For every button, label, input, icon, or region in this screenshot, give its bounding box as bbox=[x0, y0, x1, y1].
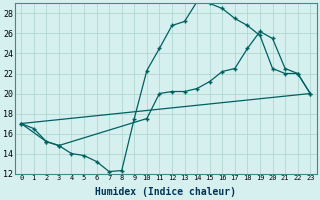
X-axis label: Humidex (Indice chaleur): Humidex (Indice chaleur) bbox=[95, 186, 236, 197]
